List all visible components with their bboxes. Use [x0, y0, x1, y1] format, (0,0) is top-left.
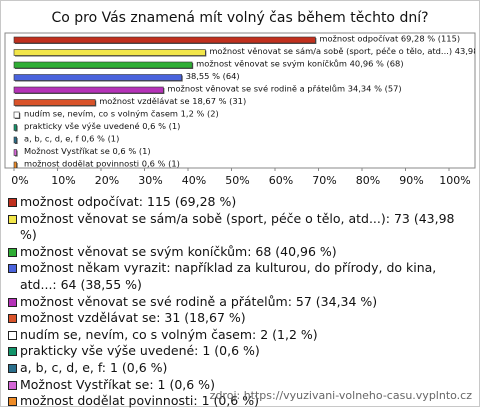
- x-tick-label: 50%: [225, 174, 249, 187]
- legend-label: možnost vzdělávat se: 31 (18,67 %): [20, 310, 246, 326]
- legend-swatch: [8, 363, 17, 373]
- legend: možnost odpočívat: 115 (69,28 %) možnost …: [8, 194, 470, 410]
- bar: [13, 99, 96, 106]
- legend-item: možnost věnovat se svým koníčkům: 68 (40…: [8, 244, 470, 261]
- legend-label: možnost věnovat se sám/a sobě (sport, pé…: [20, 210, 455, 243]
- bar: [13, 161, 17, 168]
- bar-label: Možnost Vystříkat se 0,6 % (1): [24, 146, 151, 156]
- bar: [13, 86, 164, 94]
- legend-swatch: [8, 314, 17, 324]
- bar-label: možnost věnovat se sám/a sobě (sport, pé…: [209, 46, 480, 56]
- legend-swatch: [8, 347, 17, 357]
- bar-label: možnost odpočívat 69,28 % (115): [319, 34, 460, 44]
- chart: Co pro Vás znamená mít volný čas během t…: [4, 10, 480, 187]
- legend-swatch: [8, 297, 17, 307]
- bar: [13, 111, 20, 119]
- legend-label: nudím se, nevím, co s volným časem: 2 (1…: [20, 326, 318, 342]
- x-tick-label: 90%: [399, 174, 423, 187]
- bar: [13, 149, 17, 156]
- legend-label: prakticky vše výše uvedené: 1 (0,6 %): [20, 343, 260, 359]
- legend-swatch: [8, 380, 17, 390]
- x-tick-label: 30%: [138, 174, 162, 187]
- source: zdroj: https://vyuzivani-volneho-casu.vy…: [209, 389, 472, 402]
- bar: [13, 124, 17, 131]
- legend-item: možnost odpočívat: 115 (69,28 %): [8, 194, 470, 211]
- bar-label: možnost vzdělávat se 18,67 % (31): [99, 96, 246, 106]
- bars: možnost odpočívat 69,28 % (115) možnost v…: [13, 34, 480, 169]
- chart-title: Co pro Vás znamená mít volný čas během t…: [51, 10, 428, 26]
- legend-label: možnost odpočívat: 115 (69,28 %): [20, 194, 237, 209]
- legend-label: možnost věnovat se svým koníčkům: 68 (40…: [20, 243, 337, 259]
- legend-swatch: [8, 214, 17, 224]
- legend-swatch: [8, 247, 17, 257]
- legend-item: nudím se, nevím, co s volným časem: 2 (1…: [8, 327, 470, 344]
- legend-item: možnost někam vyrazit: například za kult…: [8, 260, 470, 293]
- bar-label: možnost dodělat povinnosti 0,6 % (1): [24, 159, 180, 169]
- legend-label: možnost věnovat se své rodině a přátelům…: [20, 293, 378, 309]
- legend-swatch: [8, 330, 17, 340]
- bar-label: možnost věnovat se svým koníčkům 40,96 %…: [196, 59, 403, 69]
- bar-label: prakticky vše výše uvedené 0,6 % (1): [24, 121, 180, 131]
- legend-item: možnost vzdělávat se: 31 (18,67 %): [8, 310, 470, 327]
- legend-label: možnost dodělat povinnosti: 1 (0,6 %): [20, 393, 259, 409]
- x-tick-label: 40%: [182, 174, 206, 187]
- legend-item: možnost věnovat se sám/a sobě (sport, pé…: [8, 211, 470, 244]
- bar-label: 38,55 % (64): [186, 71, 240, 81]
- legend-item: Možnost Vystříkat se: 1 (0,6 %): [8, 377, 470, 394]
- x-tick-label: 100%: [439, 174, 470, 187]
- x-tick-label: 10%: [51, 174, 75, 187]
- legend-label: a, b, c, d, e, f: 1 (0,6 %): [20, 359, 168, 375]
- bar: [13, 74, 182, 81]
- legend-swatch: [8, 264, 17, 274]
- bar: [13, 136, 17, 144]
- bar-label: možnost věnovat se své rodině a přátelům…: [167, 84, 401, 94]
- bar: [13, 36, 316, 44]
- legend-item: prakticky vše výše uvedené: 1 (0,6 %): [8, 343, 470, 360]
- bar: [13, 61, 193, 69]
- x-tick-label: 0%: [11, 174, 28, 187]
- legend-swatch: [8, 198, 17, 207]
- legend-item: a, b, c, d, e, f: 1 (0,6 %): [8, 360, 470, 377]
- legend-item: možnost dodělat povinnosti: 1 (0,6 %): [8, 393, 470, 410]
- bar-label: nudím se, nevím, co s volným časem 1,2 %…: [24, 109, 219, 119]
- x-tick-label: 80%: [356, 174, 380, 187]
- legend-label: možnost někam vyrazit: například za kult…: [20, 260, 437, 292]
- legend-item: možnost věnovat se své rodině a přátelům…: [8, 294, 470, 311]
- bar: [13, 49, 206, 56]
- x-tick-label: 70%: [312, 174, 336, 187]
- legend-swatch: [8, 397, 17, 407]
- x-tick-label: 20%: [95, 174, 119, 187]
- legend-label: Možnost Vystříkat se: 1 (0,6 %): [20, 376, 215, 392]
- bar-label: a, b, c, d, e, f 0,6 % (1): [24, 134, 119, 144]
- x-tick-label: 60%: [269, 174, 293, 187]
